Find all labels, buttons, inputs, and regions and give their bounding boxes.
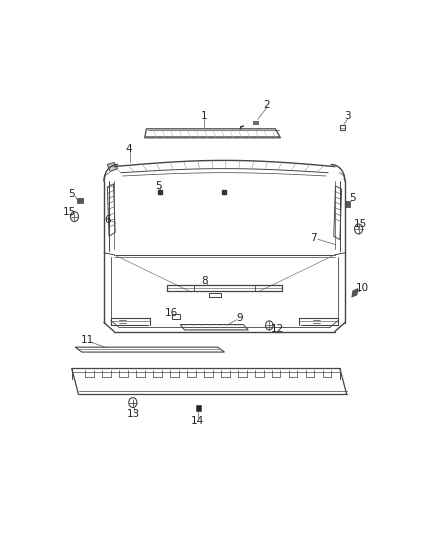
Text: 1: 1: [201, 111, 208, 121]
Text: 16: 16: [165, 308, 179, 318]
Text: 4: 4: [125, 144, 132, 154]
Polygon shape: [253, 120, 258, 124]
Text: 5: 5: [155, 181, 162, 191]
Text: 10: 10: [355, 284, 368, 294]
Text: 3: 3: [344, 111, 351, 122]
Text: 13: 13: [127, 409, 140, 419]
Text: 8: 8: [201, 276, 208, 286]
Text: 15: 15: [353, 219, 367, 229]
Text: 15: 15: [63, 207, 76, 217]
Text: 14: 14: [191, 416, 204, 426]
Text: 7: 7: [311, 233, 317, 243]
Text: 5: 5: [350, 193, 356, 203]
Text: 12: 12: [270, 324, 284, 334]
Polygon shape: [345, 201, 350, 207]
Polygon shape: [196, 406, 201, 411]
Text: 2: 2: [263, 100, 270, 110]
Polygon shape: [107, 163, 117, 172]
Polygon shape: [78, 198, 83, 204]
Text: 9: 9: [237, 312, 243, 322]
Polygon shape: [352, 288, 358, 297]
Text: 6: 6: [104, 215, 111, 225]
Text: 5: 5: [68, 189, 74, 199]
Text: 11: 11: [80, 335, 94, 345]
